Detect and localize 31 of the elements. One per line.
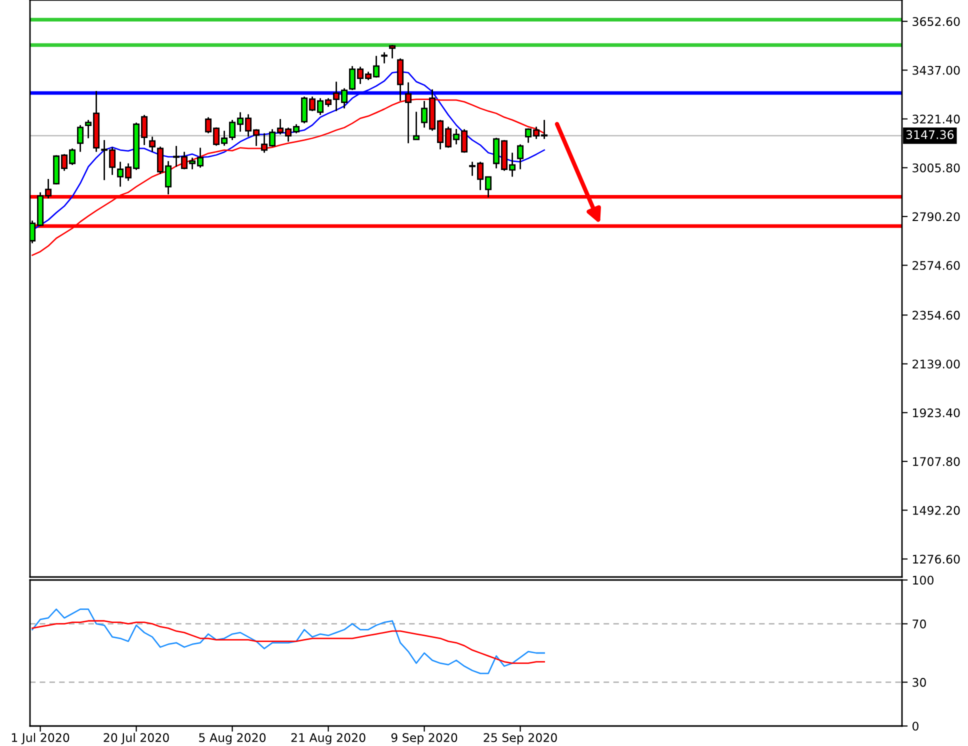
candlestick: [77, 124, 84, 153]
y-tick-label: 1707.80: [913, 457, 960, 466]
x-tick-label: 1 Jul 2020: [12, 732, 70, 744]
candlestick: [517, 144, 524, 170]
candlestick: [413, 111, 420, 140]
line-series: [32, 608, 545, 674]
x-tick-label: 5 Aug 2020: [199, 733, 266, 744]
y-tick-label: 2354.60: [912, 310, 960, 320]
y-tick-label: 1923.40: [913, 408, 960, 418]
y-tick-label: 3652.60: [912, 17, 960, 26]
y-tick-label: 2790.20: [912, 212, 960, 222]
y-tick-label: 3221.40: [912, 114, 960, 124]
x-tick-label: 21 Aug 2020: [291, 733, 366, 744]
y-tick-label: 1492.20: [913, 506, 960, 515]
y-tick-label: 100: [913, 576, 934, 585]
y-tick-label: 1276.60: [913, 554, 960, 564]
x-tick-label: 25 Sep 2020: [484, 733, 557, 744]
y-tick-label: 70: [912, 620, 926, 628]
y-tick-label: 2574.60: [912, 261, 960, 270]
ref-line-label: 3147.36: [906, 130, 954, 140]
x-tick-label: 20 Jul 2020: [104, 732, 169, 744]
y-tick-label: 30: [912, 678, 926, 687]
candlestick: [389, 44, 396, 60]
line-series: [32, 620, 545, 664]
y-tick-label: 0: [912, 722, 918, 731]
y-tick-label: 3437.00: [912, 66, 960, 75]
x-tick-label: 9 Sep 2020: [391, 733, 458, 744]
y-tick-label: 2139.00: [912, 360, 960, 368]
candlestick: [405, 82, 412, 144]
candlestick: [149, 136, 156, 153]
y-tick-label: 3005.80: [912, 163, 960, 172]
